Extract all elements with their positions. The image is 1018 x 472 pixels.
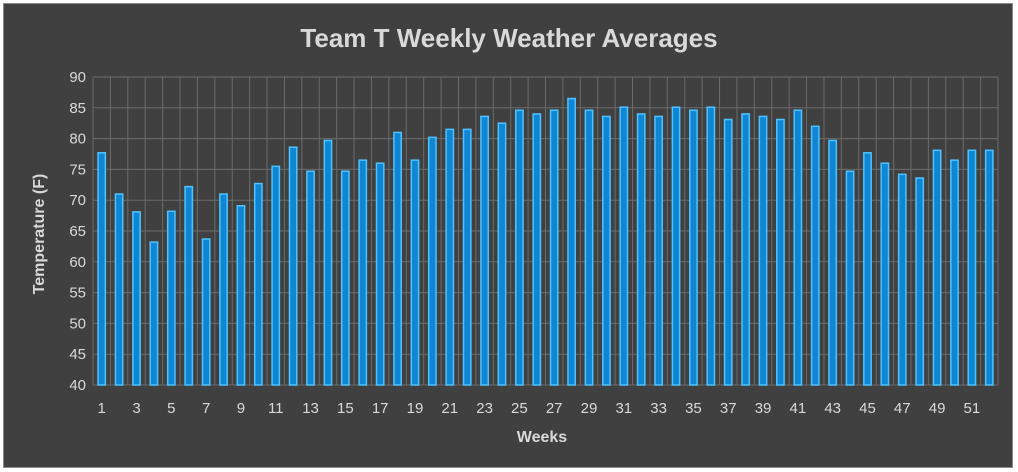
bar-week-27: [549, 109, 559, 386]
bar-week-20: [427, 136, 437, 386]
x-tick-labels: 1 3 5 7 9 11 13 15 17 19 21 23 25 27 29 31 33 35 37 39 41 43 4…: [98, 400, 981, 417]
x-tick-label: 21: [441, 400, 458, 417]
bar-week-33: [654, 115, 664, 386]
x-tick-label: 41: [790, 400, 807, 417]
bar-week-37: [723, 118, 733, 386]
x-tick-label: 1: [98, 400, 106, 417]
bar-week-2: [114, 193, 124, 386]
bar-week-17: [375, 162, 385, 386]
x-tick-label: 49: [929, 400, 946, 417]
bar-week-7: [201, 238, 211, 386]
bar-week-39: [758, 115, 768, 386]
bar-week-26: [532, 113, 542, 386]
y-tick-label: 75: [69, 161, 86, 178]
bar-week-38: [741, 113, 751, 386]
x-tick-label: 27: [546, 400, 563, 417]
bar-week-45: [863, 152, 872, 386]
y-tick-label: 90: [69, 69, 86, 86]
bar-week-41: [793, 109, 803, 386]
bars: [97, 97, 994, 386]
bar-week-40: [776, 118, 785, 386]
y-tick-label: 70: [69, 192, 86, 209]
bar-week-11: [271, 165, 281, 386]
y-tick-label: 50: [69, 315, 86, 332]
bar-week-16: [358, 159, 368, 386]
y-tick-label: 45: [69, 346, 86, 363]
bar-week-15: [340, 170, 350, 386]
bar-week-28: [567, 97, 577, 386]
x-tick-label: 19: [407, 400, 424, 417]
x-tick-label: 9: [237, 400, 245, 417]
bar-week-44: [845, 170, 855, 386]
y-tick-label: 60: [69, 254, 86, 271]
bar-week-4: [149, 241, 159, 386]
bar-week-47: [897, 173, 907, 386]
y-axis-label: Temperature (F): [31, 174, 48, 295]
x-tick-label: 25: [511, 400, 528, 417]
bar-week-19: [410, 159, 420, 386]
bar-week-52: [984, 149, 994, 386]
x-tick-label: 11: [268, 400, 284, 417]
bar-week-30: [602, 115, 611, 386]
x-tick-label: 7: [202, 400, 210, 417]
x-tick-label: 31: [615, 400, 632, 417]
bar-week-24: [497, 122, 507, 386]
x-tick-label: 3: [132, 400, 140, 417]
bar-week-14: [323, 139, 333, 386]
x-tick-label: 45: [859, 400, 876, 417]
bar-week-1: [97, 152, 107, 386]
chart-title: Team T Weekly Weather Averages: [300, 23, 718, 53]
y-tick-label: 80: [69, 131, 86, 148]
x-tick-label: 13: [302, 400, 319, 417]
bar-week-35: [689, 109, 698, 386]
bar-week-48: [915, 177, 925, 386]
bar-week-9: [236, 204, 246, 386]
x-tick-label: 5: [167, 400, 175, 417]
bar-week-49: [932, 149, 942, 386]
x-tick-label: 15: [337, 400, 354, 417]
y-tick-label: 65: [69, 223, 86, 240]
bar-week-31: [619, 106, 629, 386]
bar-week-25: [514, 109, 524, 386]
bar-week-12: [288, 146, 298, 386]
x-tick-label: 43: [824, 400, 841, 417]
x-tick-label: 39: [755, 400, 772, 417]
x-tick-label: 23: [476, 400, 493, 417]
bar-week-21: [445, 128, 455, 386]
bar-week-42: [810, 125, 820, 386]
bar-week-13: [306, 170, 315, 386]
y-tick-labels: 40 45 50 55 60 65 70 75 80 85 90: [69, 69, 86, 394]
bar-week-51: [967, 149, 977, 386]
x-tick-label: 29: [581, 400, 598, 417]
bar-week-43: [828, 139, 838, 386]
bar-week-22: [462, 128, 472, 386]
bar-week-10: [253, 182, 263, 386]
x-tick-label: 17: [372, 400, 389, 417]
bar-week-6: [184, 185, 194, 386]
bar-week-32: [636, 113, 646, 386]
x-tick-label: 35: [685, 400, 702, 417]
bar-week-50: [950, 159, 959, 386]
bar-week-34: [671, 106, 681, 386]
bar-week-23: [480, 115, 489, 386]
bar-week-36: [706, 106, 716, 386]
x-tick-label: 51: [964, 400, 981, 417]
bar-week-5: [166, 210, 176, 386]
x-axis-label: Weeks: [517, 429, 568, 446]
x-tick-label: 47: [894, 400, 911, 417]
bar-week-3: [132, 211, 141, 386]
bar-week-8: [219, 193, 228, 386]
x-tick-label: 33: [650, 400, 667, 417]
y-tick-label: 40: [69, 377, 86, 394]
y-tick-label: 55: [69, 285, 86, 302]
x-tick-label: 37: [720, 400, 737, 417]
bar-week-18: [393, 131, 402, 386]
chart-frame: Team T Weekly Weather Averages 40 45 50 55 6…: [3, 3, 1013, 468]
bar-week-29: [584, 109, 594, 386]
bar-week-46: [880, 162, 890, 386]
grid-lines: [92, 76, 999, 386]
y-tick-label: 85: [69, 100, 86, 117]
